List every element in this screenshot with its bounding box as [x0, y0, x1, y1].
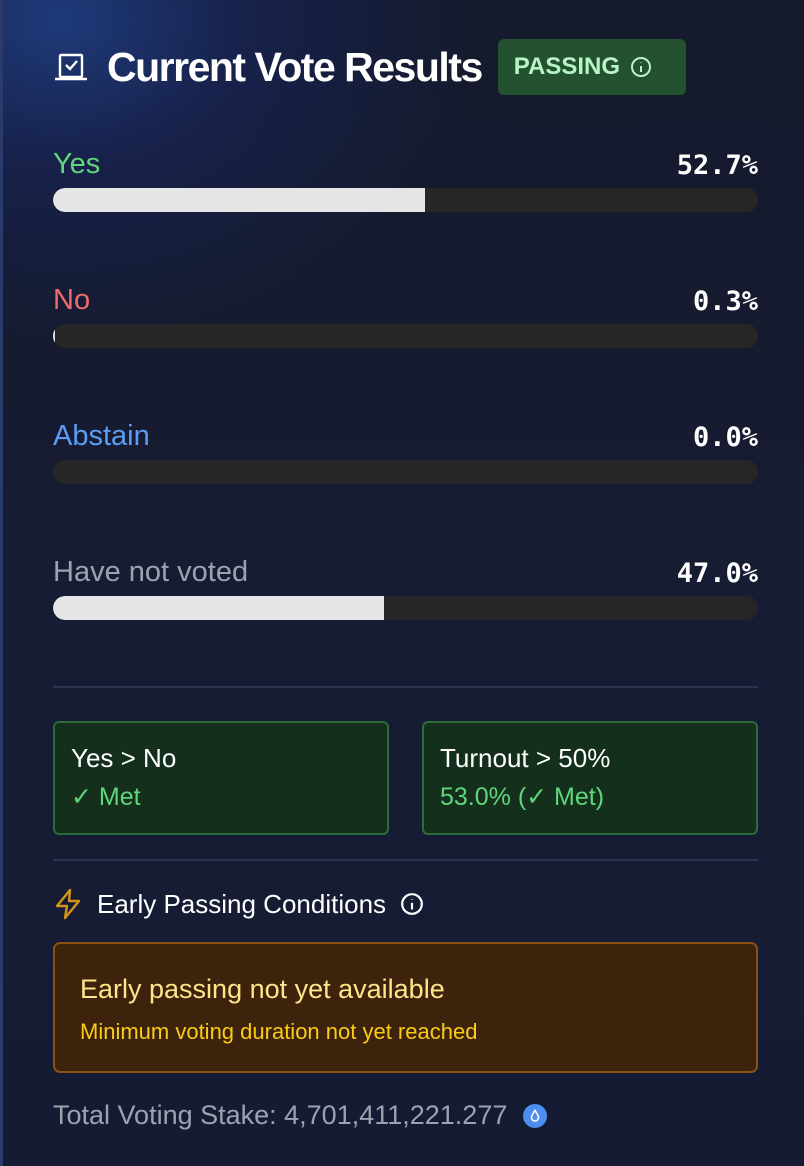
early-passing-title: Early Passing Conditions — [97, 888, 387, 919]
water-drop-icon — [523, 1103, 548, 1128]
condition-title: Yes > No — [71, 743, 177, 773]
divider — [53, 686, 758, 688]
ballot-box-icon — [55, 53, 87, 81]
condition-status: 53.0% (✓ Met) — [440, 783, 605, 811]
header: Current Vote Results PASSING — [53, 38, 687, 96]
early-passing-notice: Early passing not yet available Minimum … — [53, 942, 758, 1073]
total-voting-stake: Total Voting Stake: 4,701,411,221.277 — [53, 1100, 548, 1131]
progress-bar — [53, 460, 758, 484]
result-percent: 52.7% — [676, 150, 758, 181]
result-percent: 47.0% — [676, 558, 758, 589]
condition-status: ✓ Met — [71, 783, 141, 811]
progress-bar — [53, 596, 758, 620]
page-title: Current Vote Results — [107, 43, 483, 90]
divider — [53, 859, 758, 861]
progress-fill — [53, 324, 56, 348]
result-label: Yes — [53, 148, 101, 180]
progress-bar — [53, 324, 758, 348]
total-stake-text: Total Voting Stake: 4,701,411,221.277 — [53, 1100, 508, 1130]
result-label: No — [53, 284, 91, 316]
notice-title: Early passing not yet available — [80, 974, 445, 1004]
condition-yes-over-no: Yes > No ✓ Met — [53, 721, 389, 835]
condition-turnout: Turnout > 50% 53.0% (✓ Met) — [422, 721, 758, 835]
panel-edge — [0, 0, 3, 1166]
status-badge[interactable]: PASSING — [497, 39, 687, 95]
result-percent: 0.3% — [692, 286, 758, 317]
result-label: Have not voted — [53, 556, 249, 588]
condition-title: Turnout > 50% — [440, 743, 611, 773]
notice-detail: Minimum voting duration not yet reached — [80, 1019, 478, 1044]
progress-fill — [53, 596, 385, 620]
progress-bar — [53, 188, 758, 212]
result-label: Abstain — [53, 420, 150, 452]
progress-fill — [53, 188, 425, 212]
early-passing-heading: Early Passing Conditions — [53, 888, 424, 920]
info-icon[interactable] — [400, 892, 424, 916]
info-icon — [631, 57, 652, 77]
result-percent: 0.0% — [692, 422, 758, 453]
lightning-icon — [55, 888, 81, 920]
status-badge-label: PASSING — [513, 53, 621, 80]
